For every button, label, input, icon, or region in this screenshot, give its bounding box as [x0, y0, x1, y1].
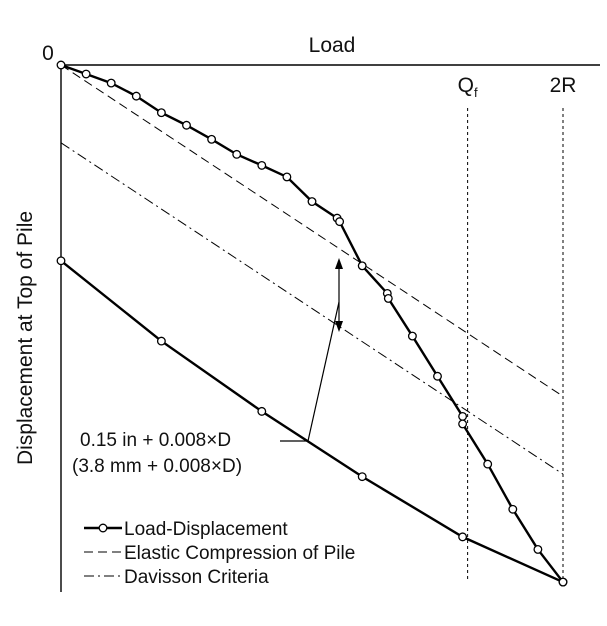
reference-label-1: Qf [458, 74, 478, 100]
data-point-1-22 [508, 504, 518, 514]
series-lines [60, 63, 564, 584]
data-point-1-18 [433, 371, 442, 381]
data-point-1-2 [81, 69, 91, 79]
legend-label-3: Davisson Criteria [124, 567, 269, 588]
data-point-1-11 [307, 197, 317, 206]
data-point-1-23 [533, 544, 543, 554]
data-point-1-7 [207, 134, 217, 144]
data-point-4-2 [156, 336, 166, 346]
offset-arrowhead-top [335, 258, 343, 269]
annotation-line1: 0.15 in + 0.008×D [80, 430, 231, 451]
data-point-4-1 [56, 256, 66, 266]
vertical-reference-lines: Qf 2R [458, 74, 577, 580]
offset-annotation: 0.15 in + 0.008×D (3.8 mm + 0.008×D) [72, 258, 343, 477]
series-markers [56, 60, 568, 587]
data-point-1-19 [458, 411, 468, 421]
data-point-4-4 [357, 472, 367, 482]
reference-label-2: 2R [550, 74, 577, 97]
data-point-4-3 [257, 406, 267, 416]
data-point-1-5 [156, 108, 166, 118]
legend-label-1: Load-Displacement [124, 519, 288, 540]
offset-arrowhead-bottom [335, 321, 343, 332]
data-point-1-10 [282, 172, 292, 182]
y-axis-label: Displacement at Top of Pile [14, 211, 37, 465]
origin-label: 0 [42, 42, 54, 65]
annotation-line2: (3.8 mm + 0.008×D) [72, 456, 242, 477]
axes [60, 64, 600, 592]
data-point-1-3 [106, 78, 116, 88]
data-point-1-9 [257, 160, 267, 170]
data-point-1-21 [483, 459, 493, 469]
series-line-3 [60, 142, 564, 475]
data-point-1-16 [383, 293, 393, 303]
x-axis-label: Load [309, 34, 356, 57]
series-line-1 [60, 63, 564, 583]
series-line-2 [60, 64, 564, 397]
legend-marker-1 [98, 523, 108, 533]
data-point-1-14 [357, 261, 367, 271]
legend: Load-Displacement Elastic Compression of … [84, 519, 355, 588]
data-point-1-13 [335, 217, 345, 227]
data-point-1-20 [458, 419, 468, 429]
data-point-1-1 [56, 60, 66, 70]
data-point-1-6 [182, 120, 191, 130]
annotation-leader-line [280, 301, 340, 442]
data-point-1-4 [131, 91, 141, 101]
data-point-1-17 [407, 331, 417, 341]
data-point-4-5 [458, 532, 468, 542]
legend-label-2: Elastic Compression of Pile [124, 543, 355, 564]
data-point-4-6 [558, 577, 568, 587]
data-point-1-8 [232, 149, 242, 159]
series-line-4 [60, 259, 564, 584]
